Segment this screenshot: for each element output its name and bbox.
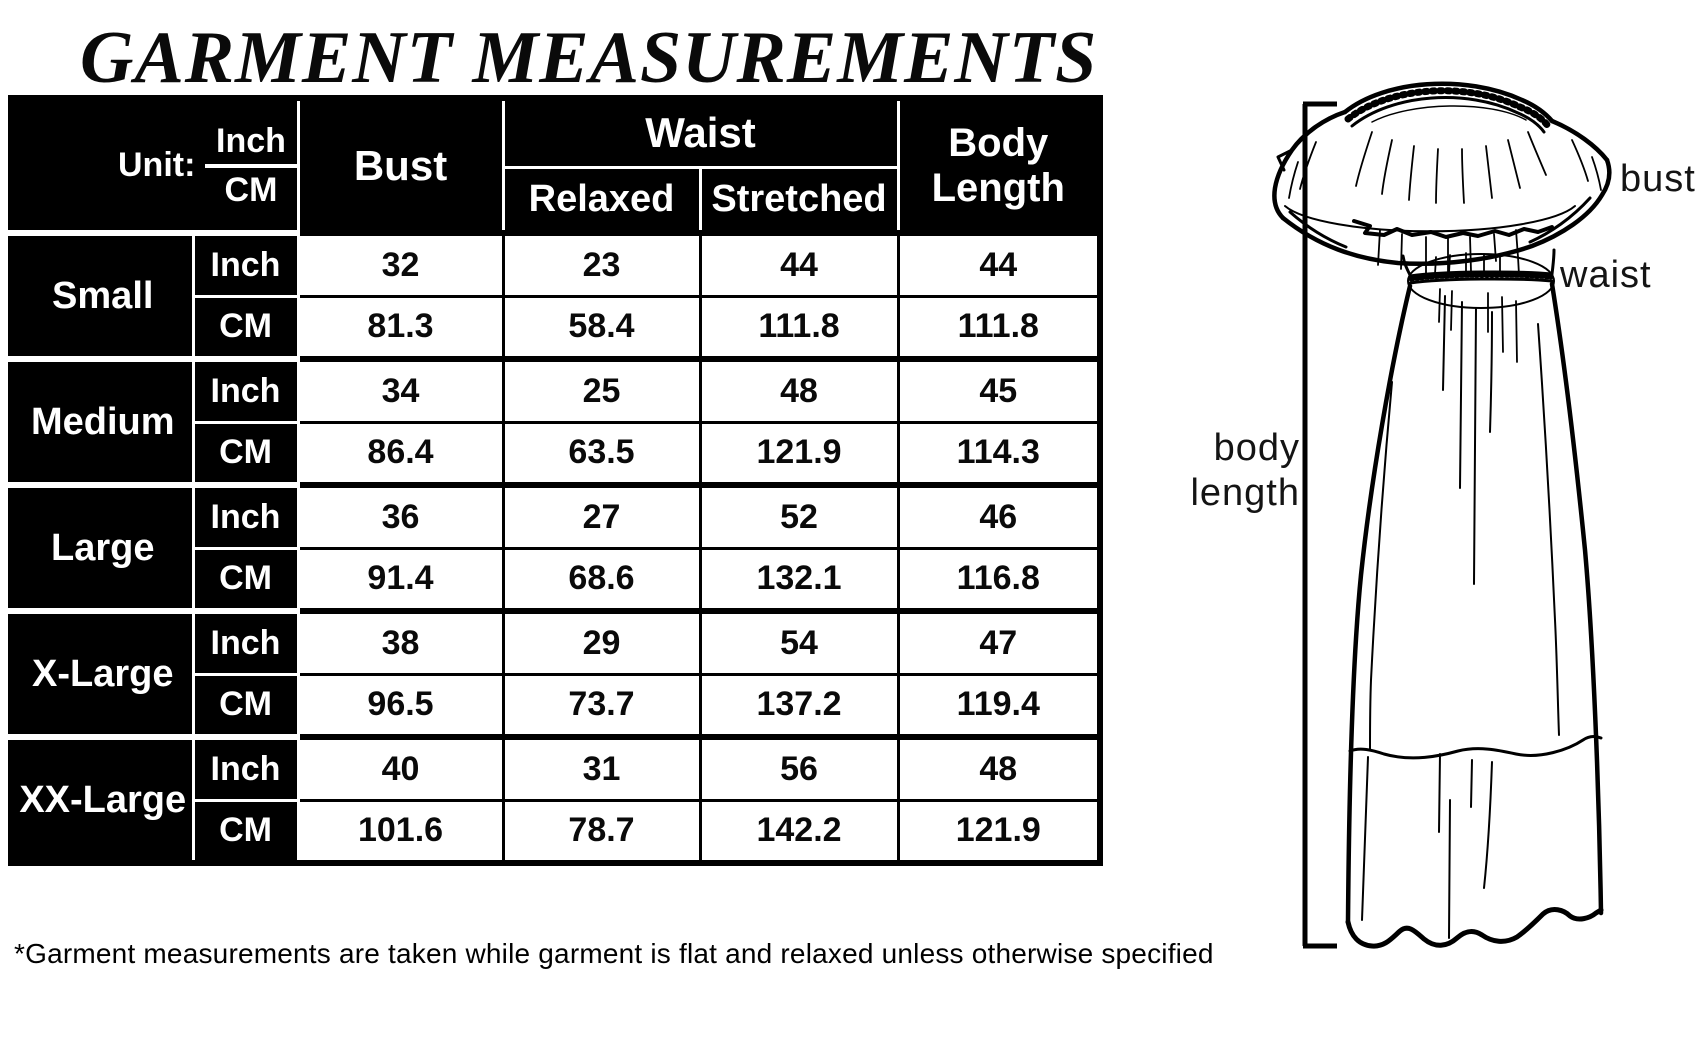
value-cell: 132.1 xyxy=(698,546,900,613)
value-cell: 86.4 xyxy=(296,420,505,487)
value-cell: 142.2 xyxy=(698,798,900,865)
header-body-length: Body Length xyxy=(896,96,1102,235)
value-cell: 46 xyxy=(896,482,1102,550)
size-label-medium: Medium xyxy=(9,356,195,487)
unit-row-cm: CM xyxy=(191,672,300,739)
value-cell: 137.2 xyxy=(698,672,900,739)
footnote: *Garment measurements are taken while ga… xyxy=(14,938,1214,969)
value-cell: 58.4 xyxy=(501,294,702,361)
value-cell: 25 xyxy=(501,356,702,424)
header-bust: Bust xyxy=(296,96,505,235)
size-label-large: Large xyxy=(9,482,195,613)
unit-header-cell: Unit: Inch CM xyxy=(9,96,300,235)
body-length-bracket xyxy=(1302,101,1337,949)
header-waist-stretched: Stretched xyxy=(698,165,900,235)
waist-label: waist xyxy=(1560,254,1652,296)
unit-row-inch: Inch xyxy=(191,230,300,298)
value-cell: 56 xyxy=(698,734,900,802)
page-title: GARMENT MEASUREMENTS xyxy=(80,17,1098,99)
value-cell: 78.7 xyxy=(501,798,702,865)
value-cell: 63.5 xyxy=(501,420,702,487)
unit-fraction: Unit: Inch CM xyxy=(14,122,296,210)
header-waist-relaxed: Relaxed xyxy=(501,165,702,235)
value-cell: 121.9 xyxy=(896,798,1102,865)
size-label-xx-large: XX-Large xyxy=(9,734,195,865)
value-cell: 36 xyxy=(296,482,505,550)
unit-row-inch: Inch xyxy=(191,356,300,424)
value-cell: 111.8 xyxy=(698,294,900,361)
dress-outline xyxy=(1272,81,1612,949)
unit-row-cm: CM xyxy=(191,546,300,613)
unit-row-cm: CM xyxy=(191,420,300,487)
size-table: Unit: Inch CM Bust Waist Body Length Rel… xyxy=(8,95,1104,866)
value-cell: 44 xyxy=(896,230,1102,298)
value-cell: 96.5 xyxy=(296,672,505,739)
value-cell: 101.6 xyxy=(296,798,505,865)
value-cell: 45 xyxy=(896,356,1102,424)
unit-row-cm: CM xyxy=(191,294,300,361)
unit-prefix: Unit: xyxy=(118,146,196,184)
value-cell: 44 xyxy=(698,230,900,298)
value-cell: 73.7 xyxy=(501,672,702,739)
value-cell: 48 xyxy=(896,734,1102,802)
value-cell: 54 xyxy=(698,608,900,676)
size-label-small: Small xyxy=(9,230,195,361)
dress-drape-lines xyxy=(1288,131,1602,939)
dress-diagram xyxy=(1140,60,1700,960)
value-cell: 119.4 xyxy=(896,672,1102,739)
value-cell: 81.3 xyxy=(296,294,505,361)
bust-label: bust xyxy=(1620,158,1696,200)
value-cell: 27 xyxy=(501,482,702,550)
value-cell: 29 xyxy=(501,608,702,676)
measurements-table: Unit: Inch CM Bust Waist Body Length Rel… xyxy=(8,95,1104,866)
unit-inch-label: Inch xyxy=(205,122,296,168)
value-cell: 121.9 xyxy=(698,420,900,487)
unit-inch-cm: Inch CM xyxy=(205,122,296,210)
value-cell: 48 xyxy=(698,356,900,424)
value-cell: 116.8 xyxy=(896,546,1102,613)
value-cell: 68.6 xyxy=(501,546,702,613)
unit-row-inch: Inch xyxy=(191,734,300,802)
value-cell: 52 xyxy=(698,482,900,550)
value-cell: 114.3 xyxy=(896,420,1102,487)
value-cell: 23 xyxy=(501,230,702,298)
value-cell: 31 xyxy=(501,734,702,802)
unit-row-inch: Inch xyxy=(191,608,300,676)
header-waist: Waist xyxy=(501,96,900,169)
body-length-label: body length xyxy=(1190,427,1300,514)
value-cell: 47 xyxy=(896,608,1102,676)
unit-row-inch: Inch xyxy=(191,482,300,550)
value-cell: 32 xyxy=(296,230,505,298)
dress-line-art xyxy=(1272,81,1612,949)
value-cell: 91.4 xyxy=(296,546,505,613)
unit-cm-label: CM xyxy=(224,170,278,209)
size-label-x-large: X-Large xyxy=(9,608,195,739)
value-cell: 38 xyxy=(296,608,505,676)
value-cell: 34 xyxy=(296,356,505,424)
unit-row-cm: CM xyxy=(191,798,300,865)
value-cell: 40 xyxy=(296,734,505,802)
value-cell: 111.8 xyxy=(896,294,1102,361)
